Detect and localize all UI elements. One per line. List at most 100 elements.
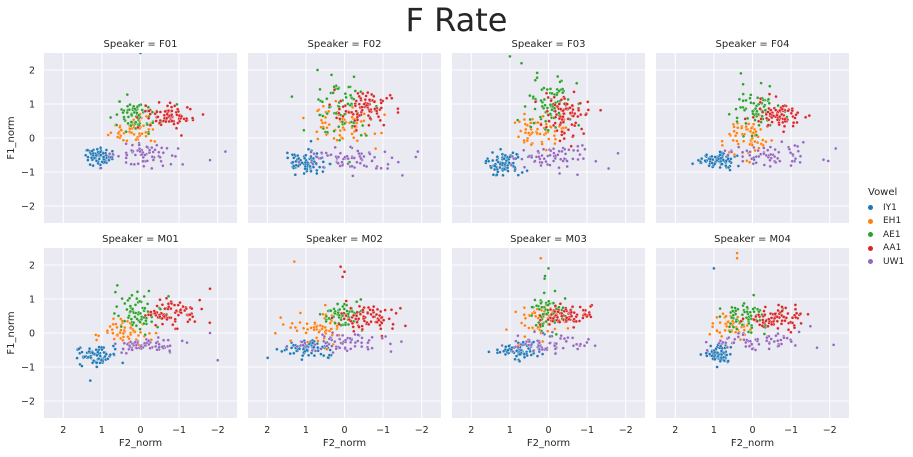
point-eh1: [94, 333, 98, 337]
point-iy1: [718, 359, 722, 363]
point-uw1: [777, 344, 781, 348]
point-iy1: [502, 167, 507, 171]
point-ae1: [535, 76, 539, 80]
point-aa1: [546, 113, 551, 117]
point-uw1: [798, 160, 802, 165]
point-aa1: [577, 319, 582, 323]
point-eh1: [127, 336, 131, 341]
point-uw1: [736, 335, 740, 339]
point-ae1: [749, 101, 753, 105]
point-uw1: [116, 154, 121, 158]
point-aa1: [356, 91, 360, 96]
point-aa1: [555, 315, 560, 320]
point-iy1: [712, 266, 716, 271]
point-aa1: [378, 323, 382, 327]
point-iy1: [306, 353, 311, 357]
point-uw1: [527, 154, 532, 158]
point-uw1: [111, 152, 115, 156]
point-iy1: [498, 162, 502, 166]
point-eh1: [301, 326, 306, 330]
point-iy1: [696, 158, 701, 162]
point-aa1: [166, 108, 171, 113]
point-uw1: [776, 339, 780, 343]
point-eh1: [770, 138, 774, 143]
point-iy1: [77, 347, 81, 351]
point-aa1: [334, 116, 339, 120]
point-uw1: [552, 344, 557, 348]
point-iy1: [712, 350, 717, 355]
point-aa1: [779, 322, 784, 326]
point-eh1: [519, 129, 523, 133]
point-eh1: [546, 329, 550, 333]
point-eh1: [748, 129, 753, 134]
x-tick-label: −2: [415, 425, 429, 436]
point-aa1: [790, 321, 795, 325]
point-aa1: [173, 104, 177, 108]
point-iy1: [728, 168, 732, 172]
point-aa1: [347, 317, 351, 322]
point-uw1: [416, 149, 420, 154]
point-aa1: [171, 323, 175, 327]
point-uw1: [310, 348, 314, 353]
point-eh1: [121, 335, 126, 339]
point-iy1: [498, 350, 502, 354]
point-iy1: [535, 354, 540, 358]
point-aa1: [758, 107, 762, 111]
point-eh1: [527, 131, 531, 135]
point-uw1: [181, 162, 185, 167]
point-uw1: [565, 164, 569, 169]
point-aa1: [793, 307, 798, 311]
point-uw1: [360, 344, 364, 349]
point-uw1: [741, 333, 745, 337]
point-aa1: [763, 305, 767, 309]
point-iy1: [91, 163, 95, 168]
point-aa1: [791, 124, 795, 128]
facet-f03: Speaker = F03: [452, 39, 645, 223]
point-uw1: [99, 166, 103, 170]
x-tick-label: −1: [784, 425, 798, 436]
point-uw1: [161, 151, 165, 155]
point-uw1: [718, 339, 723, 343]
point-uw1: [150, 155, 154, 159]
point-aa1: [354, 109, 358, 113]
point-aa1: [570, 305, 575, 309]
point-aa1: [366, 90, 370, 95]
point-uw1: [782, 336, 786, 340]
point-iy1: [95, 361, 99, 365]
point-aa1: [342, 317, 346, 321]
facet-title: Speaker = M01: [102, 234, 179, 245]
point-uw1: [540, 347, 545, 352]
point-uw1: [756, 337, 760, 341]
point-ae1: [338, 307, 342, 312]
point-iy1: [112, 352, 116, 356]
point-eh1: [317, 330, 321, 334]
point-uw1: [540, 160, 544, 165]
point-aa1: [799, 321, 803, 326]
point-uw1: [113, 342, 117, 346]
point-aa1: [574, 121, 578, 125]
point-aa1: [380, 321, 384, 325]
point-uw1: [765, 339, 769, 343]
point-uw1: [380, 336, 384, 340]
point-aa1: [739, 319, 743, 323]
x-tick-label: −1: [376, 425, 390, 436]
point-uw1: [343, 338, 348, 342]
point-eh1: [323, 121, 328, 125]
point-uw1: [370, 159, 374, 163]
point-aa1: [377, 318, 381, 322]
point-ae1: [346, 322, 351, 327]
points: [690, 71, 838, 172]
point-uw1: [741, 159, 745, 163]
point-eh1: [149, 338, 153, 342]
point-aa1: [588, 304, 593, 309]
point-eh1: [320, 121, 325, 125]
point-iy1: [528, 349, 532, 354]
point-aa1: [357, 304, 362, 308]
point-iy1: [726, 157, 730, 161]
point-aa1: [766, 110, 770, 114]
point-aa1: [357, 102, 361, 106]
y-tick-label: −1: [21, 363, 35, 374]
point-iy1: [99, 358, 104, 362]
point-aa1: [790, 108, 794, 113]
point-ae1: [762, 104, 766, 109]
